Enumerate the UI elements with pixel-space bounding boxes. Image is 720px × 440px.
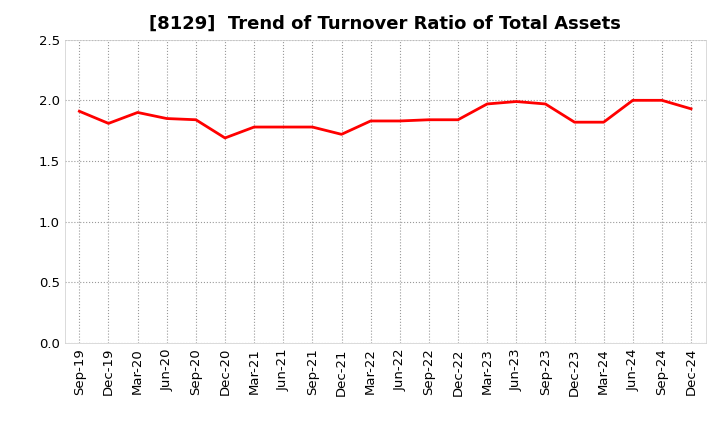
- Title: [8129]  Trend of Turnover Ratio of Total Assets: [8129] Trend of Turnover Ratio of Total …: [149, 15, 621, 33]
